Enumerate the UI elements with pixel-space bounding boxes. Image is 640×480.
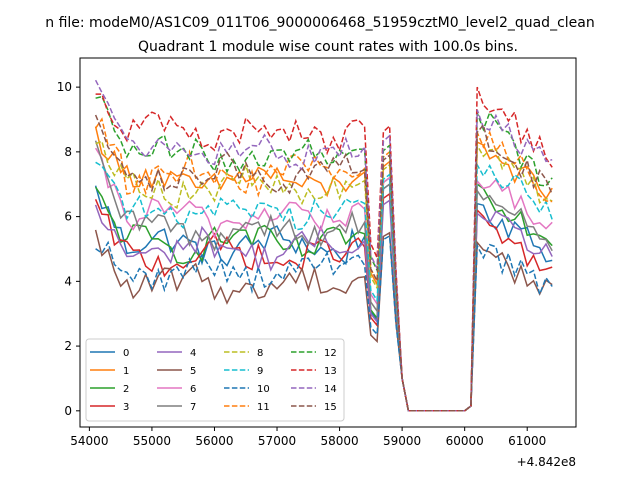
y-tick-label: 2 [64,339,72,353]
legend-label: 15 [324,402,337,413]
y-tick-label: 6 [64,210,72,224]
series-line-10 [95,234,553,412]
legend-label: 7 [190,402,196,413]
x-tick-label: 55000 [133,434,171,448]
x-tick-label: 58000 [320,434,358,448]
legend-label: 5 [190,366,196,377]
y-tick-label: 0 [64,404,72,418]
x-tick-label: 61000 [508,434,546,448]
legend-box [85,338,345,422]
series-line-14 [94,79,553,412]
x-tick-label: 54000 [70,434,108,448]
y-tick-label: 10 [57,80,72,94]
legend-label: 4 [190,348,196,359]
legend-label: 8 [257,348,263,359]
legend-label: 14 [324,384,337,395]
legend-label: 12 [324,348,337,359]
x-tick-label: 56000 [195,434,233,448]
legend-label: 13 [324,366,337,377]
x-tick-label: 59000 [383,434,421,448]
x-tick-label: 60000 [446,434,484,448]
x-offset-label: +4.842e8 [517,455,576,469]
legend-label: 11 [257,402,270,413]
y-tick-label: 4 [64,274,72,288]
chart-title: Quadrant 1 module wise count rates with … [138,39,518,55]
plot-area [94,79,553,412]
legend-label: 3 [123,402,129,413]
legend-label: 10 [257,384,270,395]
figure-suptitle: n file: modeM0/AS1C09_011T06_9000006468_… [45,15,594,31]
legend-label: 0 [123,348,129,359]
legend-label: 2 [123,384,129,395]
axes-frame [79,57,577,428]
legend-label: 1 [123,366,129,377]
x-tick-label: 57000 [258,434,296,448]
y-tick-label: 8 [64,145,72,159]
legend-label: 9 [257,366,263,377]
x-axis: 54000 55000 56000 57000 58000 59000 60000 61000 [70,427,546,448]
legend-label: 6 [190,384,196,395]
series-line-13 [95,86,553,412]
y-axis: 0 2 4 6 8 10 [57,80,80,418]
